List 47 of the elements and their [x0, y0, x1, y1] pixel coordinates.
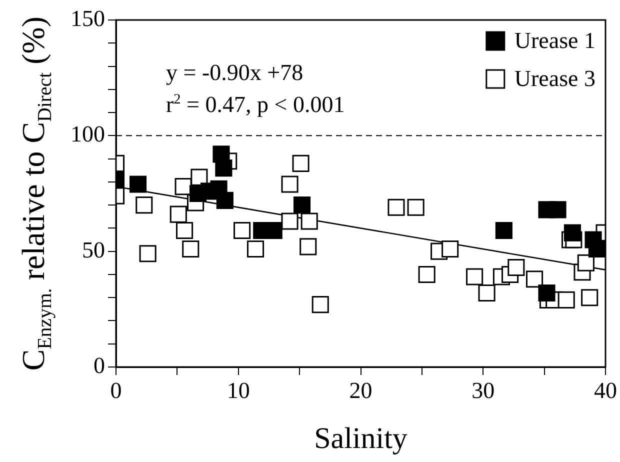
- point: [292, 154, 310, 172]
- y-tick-label: 50: [82, 237, 105, 262]
- point: [558, 291, 575, 308]
- point: [588, 240, 606, 258]
- y-tick-label: 150: [70, 6, 105, 32]
- point: [281, 176, 298, 193]
- point: [549, 201, 566, 218]
- point: [130, 176, 147, 193]
- x-tick-label: 40: [594, 378, 617, 403]
- point: [300, 212, 318, 230]
- point: [495, 222, 512, 240]
- point: [170, 206, 187, 223]
- x-tick-label: 0: [110, 378, 122, 403]
- point: [388, 198, 405, 216]
- point: [508, 259, 525, 276]
- point: [182, 240, 200, 258]
- point: [418, 266, 436, 283]
- point: [281, 212, 298, 230]
- x-tick-label: 30: [472, 378, 495, 403]
- x-axis-title: Salinity: [314, 422, 408, 455]
- point: [564, 224, 581, 242]
- point: [407, 198, 424, 216]
- point: [312, 296, 329, 314]
- legend-label: Urease 1: [514, 28, 596, 54]
- point: [466, 268, 484, 286]
- point: [215, 160, 232, 177]
- point: [442, 240, 459, 258]
- y-tick-label: 0: [94, 353, 105, 378]
- annotation: y = -0.90x +78: [166, 60, 304, 85]
- point: [176, 222, 194, 240]
- x-tick-label: 20: [349, 378, 372, 403]
- point: [478, 284, 496, 302]
- point: [300, 238, 317, 256]
- point: [139, 245, 156, 262]
- point: [538, 284, 556, 302]
- point: [577, 254, 594, 272]
- x-tick-label: 10: [226, 378, 250, 403]
- point: [216, 192, 234, 209]
- legend-label: Urease 3: [514, 66, 596, 92]
- y-axis-title: CEnzym. relative to CDirect (%): [15, 16, 56, 371]
- y-tick-label: 100: [70, 122, 105, 147]
- point: [136, 196, 153, 214]
- point: [293, 196, 311, 214]
- point: [246, 240, 264, 258]
- point: [581, 289, 598, 306]
- point: [526, 270, 544, 288]
- point: [234, 222, 251, 240]
